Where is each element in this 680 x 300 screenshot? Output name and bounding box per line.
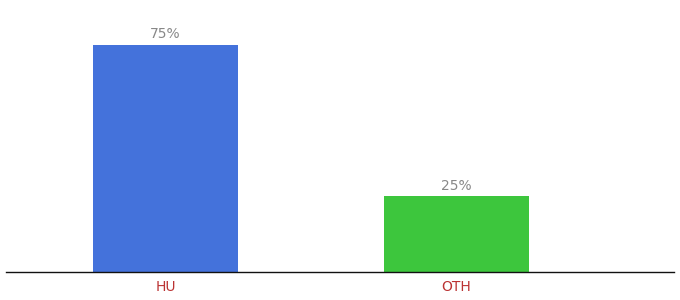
Bar <box>92 45 238 272</box>
Text: 75%: 75% <box>150 27 181 41</box>
Text: 25%: 25% <box>441 179 472 193</box>
Bar <box>384 196 529 272</box>
